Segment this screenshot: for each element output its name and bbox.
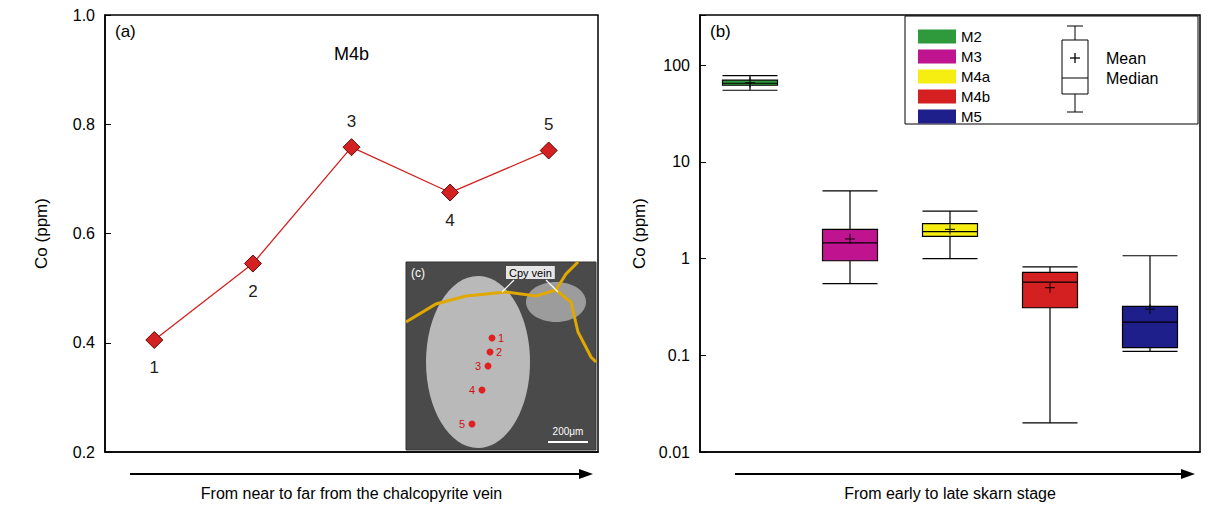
svg-text:5: 5 xyxy=(459,418,465,430)
svg-text:1: 1 xyxy=(150,358,159,377)
svg-text:3: 3 xyxy=(347,112,356,131)
svg-text:M3: M3 xyxy=(961,48,982,65)
svg-text:M4b: M4b xyxy=(961,88,990,105)
svg-text:M4b: M4b xyxy=(334,44,369,64)
svg-text:200μm: 200μm xyxy=(553,426,584,437)
svg-text:From early to late skarn stage: From early to late skarn stage xyxy=(844,485,1056,502)
svg-text:(a): (a) xyxy=(115,22,136,41)
svg-text:100: 100 xyxy=(663,57,690,74)
svg-text:(c): (c) xyxy=(411,266,425,280)
svg-text:From near to far from the chal: From near to far from the chalcopyrite v… xyxy=(201,485,502,502)
svg-text:M5: M5 xyxy=(961,108,982,125)
svg-text:Mean: Mean xyxy=(1106,50,1146,67)
svg-text:3: 3 xyxy=(475,360,481,372)
svg-text:0.01: 0.01 xyxy=(659,444,690,461)
svg-text:Cpy vein: Cpy vein xyxy=(509,267,552,279)
svg-text:4: 4 xyxy=(445,211,454,230)
svg-text:(b): (b) xyxy=(710,22,731,41)
svg-text:5: 5 xyxy=(544,115,553,134)
svg-text:1: 1 xyxy=(681,250,690,267)
svg-text:0.8: 0.8 xyxy=(73,116,95,133)
svg-text:0.4: 0.4 xyxy=(73,334,95,351)
svg-text:Median: Median xyxy=(1106,70,1158,87)
svg-text:0.1: 0.1 xyxy=(668,347,690,364)
svg-text:2: 2 xyxy=(248,282,257,301)
svg-text:M2: M2 xyxy=(961,28,982,45)
svg-text:0.6: 0.6 xyxy=(73,225,95,242)
svg-text:1: 1 xyxy=(498,332,504,344)
svg-text:Co (ppm): Co (ppm) xyxy=(630,198,649,269)
svg-text:Co (ppm): Co (ppm) xyxy=(32,198,51,269)
svg-text:10: 10 xyxy=(672,153,690,170)
svg-text:4: 4 xyxy=(469,384,475,396)
svg-text:0.2: 0.2 xyxy=(73,444,95,461)
svg-text:M4a: M4a xyxy=(961,68,991,85)
svg-text:2: 2 xyxy=(496,346,502,358)
svg-text:1.0: 1.0 xyxy=(73,7,95,24)
